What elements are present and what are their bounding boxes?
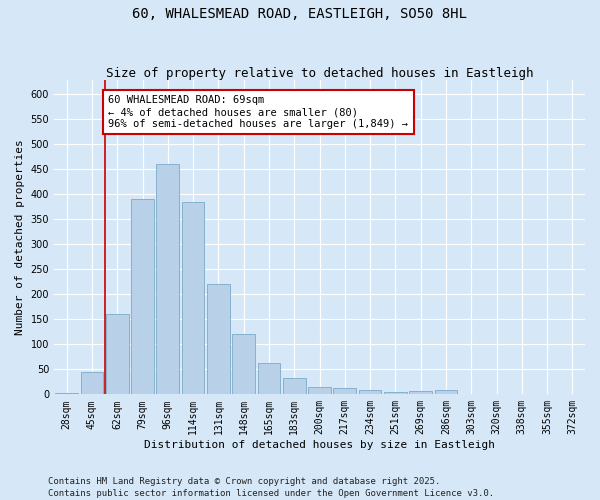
Bar — [409, 392, 432, 394]
X-axis label: Distribution of detached houses by size in Eastleigh: Distribution of detached houses by size … — [144, 440, 495, 450]
Bar — [434, 390, 457, 394]
Bar — [384, 392, 407, 394]
Bar — [232, 334, 255, 394]
Bar — [308, 388, 331, 394]
Bar — [157, 164, 179, 394]
Bar — [182, 202, 205, 394]
Text: 60, WHALESMEAD ROAD, EASTLEIGH, SO50 8HL: 60, WHALESMEAD ROAD, EASTLEIGH, SO50 8HL — [133, 8, 467, 22]
Text: 60 WHALESMEAD ROAD: 69sqm
← 4% of detached houses are smaller (80)
96% of semi-d: 60 WHALESMEAD ROAD: 69sqm ← 4% of detach… — [109, 96, 409, 128]
Bar — [257, 363, 280, 394]
Bar — [359, 390, 382, 394]
Bar — [131, 200, 154, 394]
Bar — [80, 372, 103, 394]
Bar — [106, 314, 128, 394]
Y-axis label: Number of detached properties: Number of detached properties — [15, 139, 25, 335]
Bar — [283, 378, 305, 394]
Bar — [207, 284, 230, 395]
Text: Contains HM Land Registry data © Crown copyright and database right 2025.
Contai: Contains HM Land Registry data © Crown c… — [48, 476, 494, 498]
Bar — [334, 388, 356, 394]
Title: Size of property relative to detached houses in Eastleigh: Size of property relative to detached ho… — [106, 66, 533, 80]
